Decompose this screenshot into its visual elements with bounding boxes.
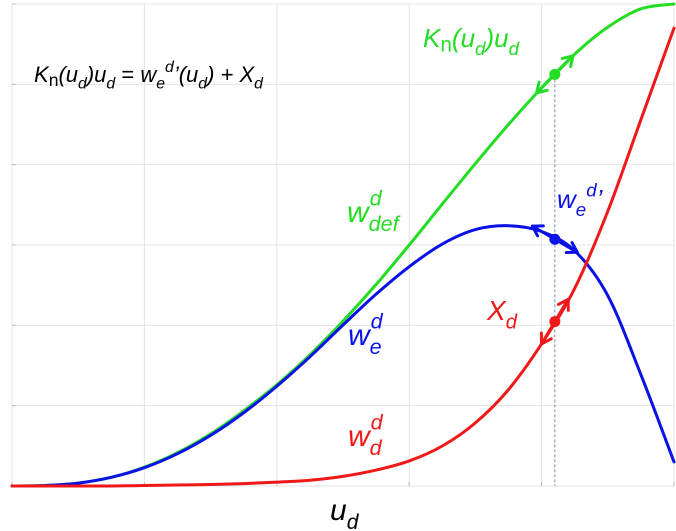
- series-label-wdef: wdefd: [347, 186, 401, 237]
- annotation-Xd: Xd: [486, 295, 518, 333]
- marker-wdef: [535, 54, 575, 95]
- marker-wd: [539, 297, 570, 346]
- markers: [530, 54, 579, 346]
- series-label-wd: wdd: [348, 410, 384, 461]
- series-line-wd: [10, 26, 676, 488]
- annotation-K: Kn(ud)ud: [423, 23, 520, 59]
- marker-we: [530, 224, 579, 255]
- equation-text: Kn(ud)ud = wed’(ud) + Xd: [34, 59, 264, 93]
- annotation-we-prime: wed’: [557, 179, 604, 220]
- labels: Kn(ud)ud = wed’(ud) + Xd wdefd wed wdd Kn(ud…: [34, 23, 604, 531]
- axis-ticks: [11, 3, 675, 487]
- series-label-we: wed: [348, 309, 384, 360]
- x-axis-label: ud: [330, 494, 360, 531]
- series-line-we: [10, 224, 676, 488]
